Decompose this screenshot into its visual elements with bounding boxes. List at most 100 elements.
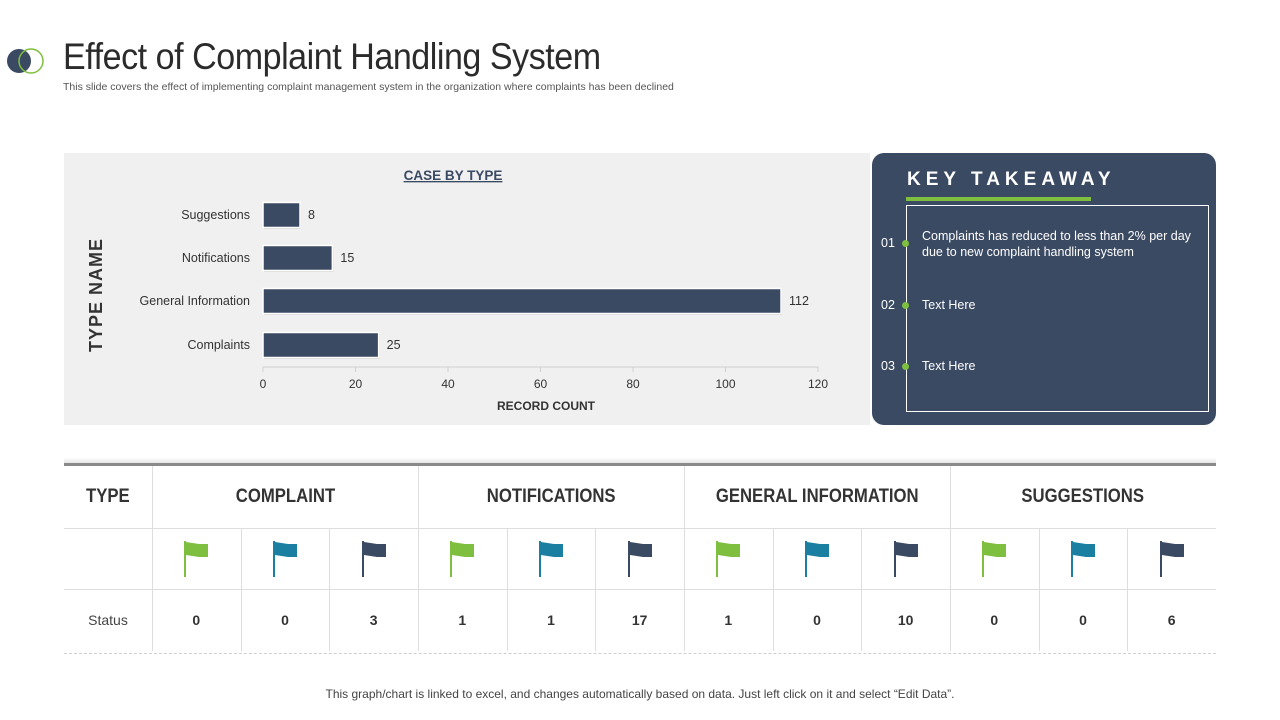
category-label: Suggestions — [181, 208, 250, 222]
flag-cloth — [806, 541, 829, 557]
x-tick-label: 40 — [441, 377, 455, 391]
logo-icon — [7, 48, 44, 74]
header-type: TYPE — [86, 486, 130, 507]
table-hline — [64, 528, 1216, 529]
flag-teal-icon — [507, 528, 596, 589]
x-axis-label: RECORD COUNT — [497, 399, 596, 413]
table-top-border — [64, 463, 1216, 466]
table-vline — [950, 466, 951, 651]
flag-icon — [893, 540, 918, 577]
key-takeaway-panel: KEY TAKEAWAY 01 Complaints has reduced t… — [872, 153, 1216, 425]
flag-navy-icon — [329, 528, 418, 589]
table-vline — [772, 528, 774, 651]
table-vline — [1038, 528, 1040, 651]
flag-cloth — [452, 541, 475, 557]
status-value: 1 — [724, 612, 733, 628]
flag-cloth — [629, 541, 652, 557]
flag-navy-icon — [1127, 528, 1216, 589]
flag-pole — [716, 540, 719, 577]
status-value: 0 — [192, 612, 201, 628]
takeaway-bullet-3 — [902, 363, 909, 370]
flag-icon — [450, 540, 475, 577]
bar-general-information — [262, 287, 782, 315]
flag-pole — [804, 540, 807, 577]
flag-icon — [627, 540, 652, 577]
takeaway-num-3: 03 — [881, 359, 895, 373]
flag-cloth — [895, 541, 918, 557]
flag-icon — [361, 540, 386, 577]
flag-pole — [361, 540, 364, 577]
header-complaint: COMPLAINT — [235, 486, 335, 507]
chart-panel: CASE BY TYPE 0 20 40 60 80 100 120 RECORD COUNT T… — [64, 153, 870, 425]
flag-icon — [716, 540, 741, 577]
data-label: 8 — [308, 208, 315, 222]
status-value: 1 — [458, 612, 467, 628]
status-value: 1 — [547, 612, 555, 628]
table-vline — [684, 466, 685, 651]
flag-pole — [538, 540, 541, 577]
flag-teal-icon — [241, 528, 330, 589]
flag-cloth — [1161, 541, 1184, 557]
flag-navy-icon — [861, 528, 950, 589]
flag-navy-icon — [595, 528, 684, 589]
status-value: 10 — [897, 612, 914, 628]
flag-icon — [804, 540, 829, 577]
page-title: Effect of Complaint Handling System — [63, 36, 601, 77]
header-notifications: NOTIFICATIONS — [486, 486, 616, 507]
category-label: General Information — [140, 294, 251, 308]
flag-pole — [627, 540, 630, 577]
category-label: Complaints — [187, 338, 250, 352]
status-value: 0 — [281, 612, 289, 628]
data-label: 25 — [387, 338, 401, 352]
flag-icon — [1070, 540, 1095, 577]
flag-pole — [450, 540, 453, 577]
flag-green-icon — [152, 528, 241, 589]
flag-pole — [1070, 540, 1073, 577]
status-value: 17 — [631, 612, 648, 628]
footer-note: This graph/chart is linked to excel, and… — [325, 687, 955, 701]
table-vline — [418, 466, 419, 651]
flag-green-icon — [418, 528, 507, 589]
flag-icon — [184, 540, 209, 577]
flag-cloth — [363, 541, 386, 557]
header-general-information: GENERAL INFORMATION — [715, 486, 919, 507]
row-label-status: Status — [88, 612, 128, 628]
status-value: 0 — [990, 612, 999, 628]
status-value: 0 — [813, 612, 821, 628]
table-vline — [595, 528, 597, 651]
flag-cloth — [1072, 541, 1095, 557]
x-tick-label: 0 — [260, 377, 267, 391]
bar-notifications — [262, 244, 334, 272]
flag-icon — [982, 540, 1007, 577]
y-axis-label: TYPE NAME — [86, 238, 106, 352]
table-bottom-dashed-line — [64, 653, 1216, 654]
takeaway-text-2: Text Here — [922, 298, 976, 312]
page-subtitle: This slide covers the effect of implemen… — [63, 81, 674, 93]
table-vline — [506, 528, 508, 651]
takeaway-num-2: 02 — [881, 298, 895, 312]
bar-suggestions — [262, 201, 301, 229]
header-suggestions: SUGGESTIONS — [1021, 486, 1145, 507]
table-vline — [1127, 528, 1129, 651]
takeaway-bullet-2 — [902, 302, 909, 309]
flag-icon — [272, 540, 297, 577]
flag-teal-icon — [1039, 528, 1128, 589]
x-tick-label: 80 — [626, 377, 640, 391]
data-label: 112 — [789, 294, 809, 308]
data-label: 15 — [340, 251, 354, 265]
table-vline — [329, 528, 331, 651]
flag-pole — [1159, 540, 1162, 577]
flag-cloth — [718, 541, 741, 557]
flag-pole — [982, 540, 985, 577]
bar-complaints — [262, 331, 380, 359]
flag-green-icon — [684, 528, 773, 589]
flag-pole — [184, 540, 187, 577]
takeaway-num-1: 01 — [881, 236, 895, 250]
category-label: Notifications — [182, 251, 250, 265]
flag-cloth — [540, 541, 563, 557]
flag-teal-icon — [773, 528, 862, 589]
takeaway-text-1: Complaints has reduced to less than 2% p… — [922, 229, 1191, 259]
flag-cloth — [186, 541, 209, 557]
flag-icon — [1159, 540, 1184, 577]
takeaway-text-3: Text Here — [922, 359, 976, 373]
